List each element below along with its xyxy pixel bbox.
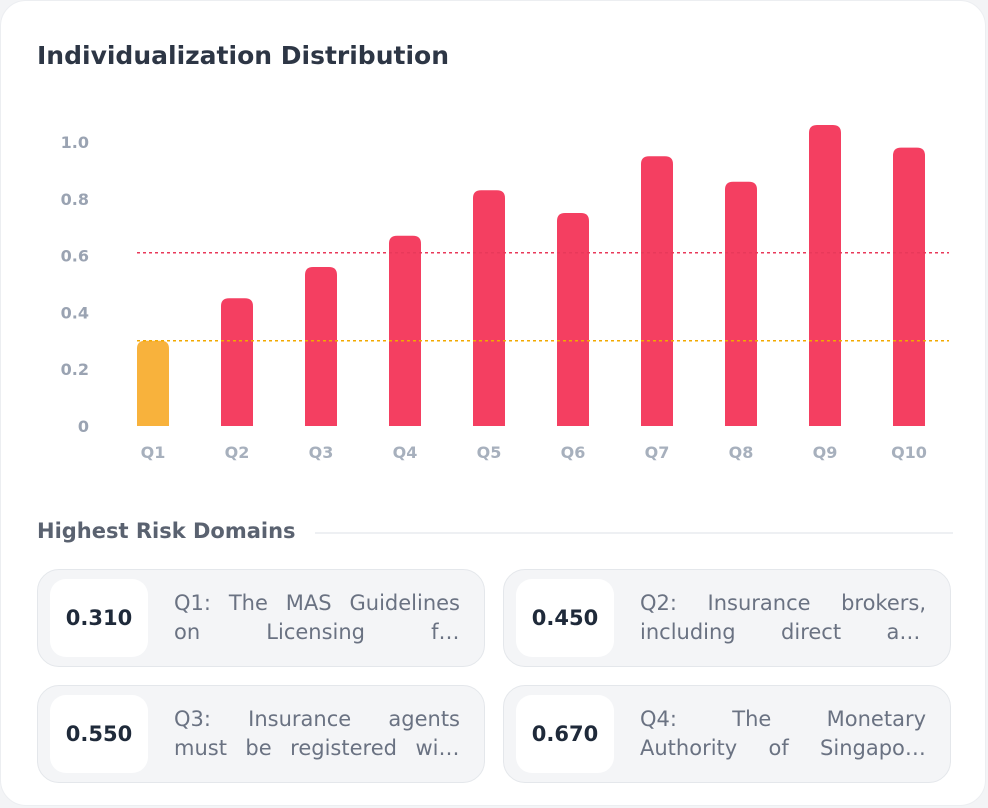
bar-q8[interactable] [725,181,757,426]
risk-domain-card-q2[interactable]: 0.450 Q2: Insurance brokers, including d… [503,569,951,667]
x-tick-label: Q10 [891,443,927,462]
x-tick-label: Q8 [729,443,754,462]
y-tick-label: 0.2 [61,360,89,379]
x-tick-label: Q6 [561,443,586,462]
risk-score: 0.450 [516,579,614,657]
risk-domain-card-q4[interactable]: 0.670 Q4: The Monetary Authority of Sing… [503,685,951,783]
risk-section-title: Highest Risk Domains [37,519,296,543]
bar-q2[interactable] [221,298,253,426]
bar-q10[interactable] [893,147,925,426]
risk-description: Q1: The MAS Guidelines on Licensing for … [174,591,460,644]
y-tick-label: 0.6 [61,247,89,266]
risk-description: Q3: Insurance agents must be registered … [174,707,460,760]
x-tick-label: Q2 [225,443,250,462]
bar-q5[interactable] [473,190,505,426]
y-tick-label: 0.4 [61,303,89,322]
x-tick-label: Q4 [393,443,418,462]
risk-domain-card-q3[interactable]: 0.550 Q3: Insurance agents must be regis… [37,685,485,783]
card-title: Individualization Distribution [37,41,449,70]
x-tick-label: Q9 [813,443,838,462]
x-tick-label: Q1 [141,443,166,462]
section-divider [315,532,953,534]
risk-description: Q2: Insurance brokers, including direct … [640,591,926,644]
x-tick-label: Q7 [645,443,670,462]
y-tick-label: 0 [78,417,89,436]
bar-q1[interactable] [137,340,169,426]
bar-q9[interactable] [809,124,841,427]
y-tick-label: 1.0 [61,133,89,152]
x-tick-label: Q3 [309,443,334,462]
risk-score: 0.550 [50,695,148,773]
bar-q7[interactable] [641,156,673,426]
x-tick-label: Q5 [477,443,502,462]
x-axis: Q1 Q2 Q3 Q4 Q5 Q6 Q7 Q8 Q9 Q10 [141,443,927,462]
bar-q4[interactable] [389,235,421,426]
bar-q3[interactable] [305,266,337,426]
y-tick-label: 0.8 [61,190,89,209]
bar-chart: 0 0.2 0.4 0.6 0.8 1.0 Q1 Q2 Q3 Q4 Q5 Q6 Q7 Q8 Q9 Q10 [61,124,949,462]
bars [137,124,925,427]
y-axis: 0 0.2 0.4 0.6 0.8 1.0 [61,133,89,436]
bar-q6[interactable] [557,213,589,426]
risk-description: Q4: The Monetary Authority of Singapore … [640,707,926,760]
risk-domain-card-q1[interactable]: 0.310 Q1: The MAS Guidelines on Licensin… [37,569,485,667]
risk-score: 0.670 [516,695,614,773]
risk-score: 0.310 [50,579,148,657]
